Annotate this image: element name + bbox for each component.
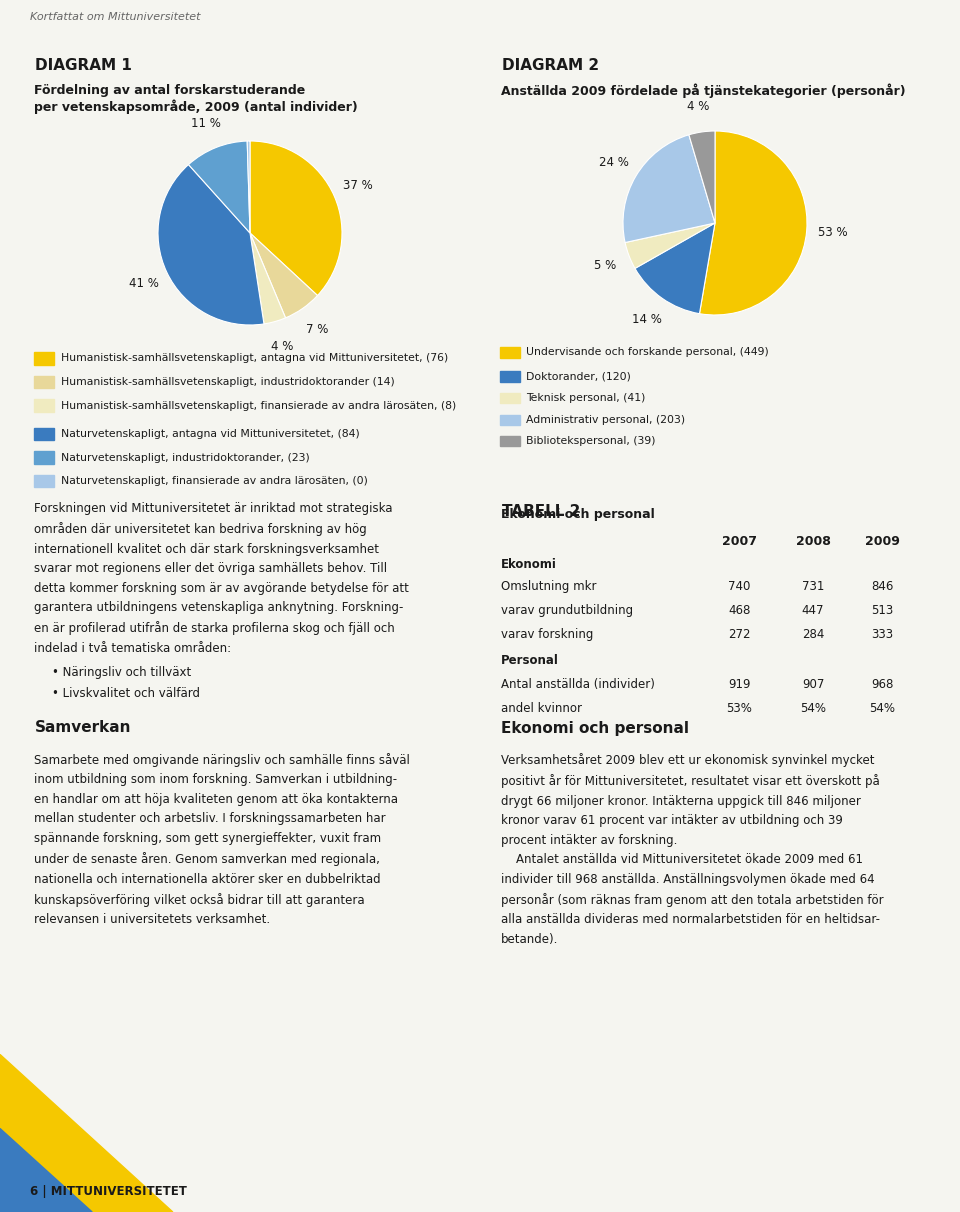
Text: Doktorander, (120): Doktorander, (120) (526, 371, 632, 382)
Text: 41 %: 41 % (129, 276, 158, 290)
Text: andel kvinnor: andel kvinnor (501, 702, 583, 715)
Text: 731: 731 (802, 579, 825, 593)
Text: Ekonomi och personal: Ekonomi och personal (501, 508, 655, 521)
Text: Administrativ personal, (203): Administrativ personal, (203) (526, 415, 685, 424)
Text: Samverkan: Samverkan (35, 720, 131, 736)
Text: • Näringsliv och tillväxt: • Näringsliv och tillväxt (52, 667, 191, 679)
Text: varav forskning: varav forskning (501, 628, 593, 641)
Text: 11 %: 11 % (191, 118, 221, 130)
Wedge shape (625, 223, 715, 268)
Wedge shape (250, 233, 318, 318)
Text: 54%: 54% (870, 702, 896, 715)
Text: varav grundutbildning: varav grundutbildning (501, 604, 634, 617)
Text: Fördelning av antal forskarstuderande
per vetenskapsområde, 2009 (antal individe: Fördelning av antal forskarstuderande pe… (35, 84, 358, 114)
Bar (34, 400, 54, 412)
Text: 5 %: 5 % (594, 258, 616, 271)
Text: DIAGRAM 2: DIAGRAM 2 (502, 58, 599, 74)
Text: 468: 468 (729, 604, 751, 617)
Bar (34, 376, 54, 388)
Bar (500, 436, 520, 446)
Text: Naturvetenskapligt, antagna vid Mittuniversitetet, (84): Naturvetenskapligt, antagna vid Mittuniv… (60, 429, 359, 439)
Wedge shape (689, 131, 715, 223)
Text: 272: 272 (729, 628, 751, 641)
Text: 53%: 53% (727, 702, 753, 715)
Text: 54%: 54% (800, 702, 827, 715)
Text: Omslutning mkr: Omslutning mkr (501, 579, 597, 593)
Text: Humanistisk-samhällsvetenskapligt, antagna vid Mittuniversitetet, (76): Humanistisk-samhällsvetenskapligt, antag… (60, 354, 448, 364)
Text: 2007: 2007 (722, 536, 757, 548)
Polygon shape (0, 1128, 92, 1212)
Wedge shape (188, 141, 250, 233)
Text: Undervisande och forskande personal, (449): Undervisande och forskande personal, (44… (526, 348, 769, 358)
Wedge shape (623, 135, 715, 242)
Text: Humanistisk-samhällsvetenskapligt, industridoktorander (14): Humanistisk-samhällsvetenskapligt, indus… (60, 377, 395, 387)
Bar (500, 371, 520, 382)
Bar (34, 428, 54, 440)
Text: 24 %: 24 % (599, 156, 629, 170)
Text: 513: 513 (872, 604, 894, 617)
Text: 4 %: 4 % (687, 99, 709, 113)
Bar (500, 348, 520, 358)
Text: 447: 447 (802, 604, 825, 617)
Text: Antal anställda (individer): Antal anställda (individer) (501, 678, 656, 691)
Text: Teknisk personal, (41): Teknisk personal, (41) (526, 393, 646, 404)
Text: Forskningen vid Mittuniversitetet är inriktad mot strategiska
områden där univer: Forskningen vid Mittuniversitetet är inr… (35, 502, 409, 654)
Text: 907: 907 (802, 678, 825, 691)
Bar (500, 415, 520, 424)
Wedge shape (635, 223, 715, 314)
Text: 53 %: 53 % (818, 227, 847, 240)
Text: 968: 968 (871, 678, 894, 691)
Text: 37 %: 37 % (343, 179, 372, 193)
Text: Anställda 2009 fördelade på tjänstekategorier (personår): Anställda 2009 fördelade på tjänstekateg… (501, 84, 906, 98)
Text: Verksamhetsåret 2009 blev ett ur ekonomisk synvinkel mycket
positivt år för Mitt: Verksamhetsåret 2009 blev ett ur ekonomi… (501, 753, 884, 945)
Polygon shape (0, 1054, 173, 1212)
Text: Humanistisk-samhällsvetenskapligt, finansierade av andra lärosäten, (8): Humanistisk-samhällsvetenskapligt, finan… (60, 401, 456, 411)
Text: Naturvetenskapligt, industridoktorander, (23): Naturvetenskapligt, industridoktorander,… (60, 452, 309, 463)
Wedge shape (247, 141, 250, 233)
Text: Samarbete med omgivande näringsliv och samhälle finns såväl
inom utbildning som : Samarbete med omgivande näringsliv och s… (35, 753, 410, 926)
Text: Ekonomi: Ekonomi (501, 558, 557, 571)
Bar (500, 393, 520, 404)
Text: Ekonomi och personal: Ekonomi och personal (501, 720, 689, 736)
Text: DIAGRAM 1: DIAGRAM 1 (36, 58, 132, 74)
Text: TABELL 2: TABELL 2 (502, 504, 581, 520)
Text: 6 | MITTUNIVERSITETET: 6 | MITTUNIVERSITETET (30, 1184, 187, 1197)
Wedge shape (158, 165, 264, 325)
Text: 4 %: 4 % (271, 339, 293, 353)
Text: 333: 333 (872, 628, 894, 641)
Text: 846: 846 (871, 579, 894, 593)
Wedge shape (250, 233, 285, 324)
Bar (34, 351, 54, 365)
Wedge shape (700, 131, 807, 315)
Text: 2008: 2008 (796, 536, 830, 548)
Text: Bibliotekspersonal, (39): Bibliotekspersonal, (39) (526, 436, 656, 446)
Text: Naturvetenskapligt, finansierade av andra lärosäten, (0): Naturvetenskapligt, finansierade av andr… (60, 476, 368, 486)
Bar (34, 451, 54, 464)
Text: 284: 284 (802, 628, 825, 641)
Text: 14 %: 14 % (633, 313, 662, 326)
Text: 2009: 2009 (865, 536, 900, 548)
Text: • Livskvalitet och välfärd: • Livskvalitet och välfärd (52, 687, 200, 701)
Wedge shape (250, 141, 342, 296)
Text: Personal: Personal (501, 653, 560, 667)
Text: 919: 919 (729, 678, 751, 691)
Bar (34, 475, 54, 487)
Text: 7 %: 7 % (306, 324, 328, 336)
Text: 740: 740 (729, 579, 751, 593)
Text: Kortfattat om Mittuniversitetet: Kortfattat om Mittuniversitetet (30, 12, 201, 22)
